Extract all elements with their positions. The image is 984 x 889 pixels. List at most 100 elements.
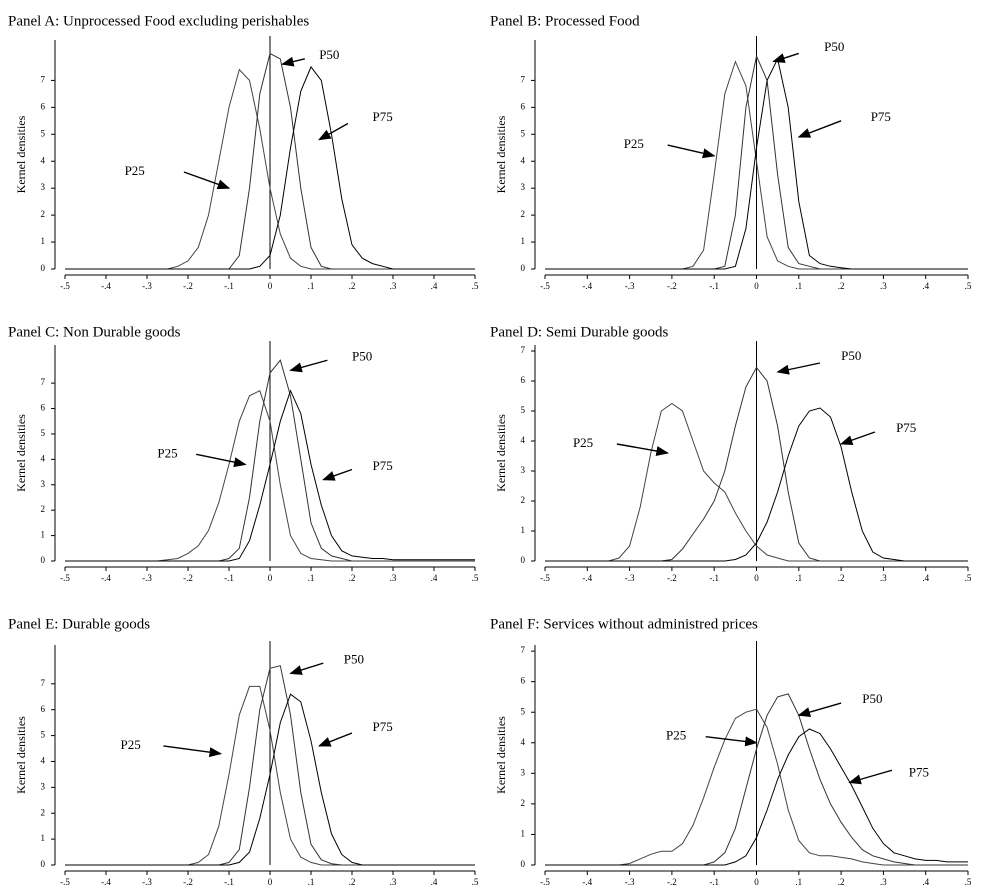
annotation-label: P75 <box>373 458 393 473</box>
annotation-label: P50 <box>344 652 364 667</box>
y-tick-label: 7 <box>521 74 526 84</box>
annotation-label: P50 <box>319 47 339 62</box>
y-tick-label: 6 <box>521 101 526 111</box>
y-tick-label: 2 <box>41 504 46 514</box>
y-tick-label: 2 <box>41 807 46 817</box>
annotation-label: P75 <box>373 109 393 124</box>
x-tick-label: .4 <box>922 877 929 887</box>
y-tick-label: 2 <box>41 209 46 219</box>
x-tick-label: .1 <box>308 573 315 583</box>
x-tick-label: .2 <box>838 877 845 887</box>
panel-title: Panel A: Unprocessed Food excluding peri… <box>8 13 309 29</box>
x-tick-label: -.3 <box>625 877 635 887</box>
x-tick-label: .2 <box>349 573 356 583</box>
x-tick-label: .3 <box>880 573 887 583</box>
x-tick-label: .5 <box>472 281 479 291</box>
y-axis-label: Kernel densities <box>14 716 28 794</box>
panel-title: Panel D: Semi Durable goods <box>490 324 668 340</box>
y-tick-label: 4 <box>41 155 46 165</box>
annotation-label: P50 <box>841 348 861 363</box>
x-tick-label: -.1 <box>709 573 719 583</box>
y-tick-label: 4 <box>521 155 526 165</box>
panel: Panel A: Unprocessed Food excluding peri… <box>8 13 479 291</box>
y-tick-label: 3 <box>521 182 526 192</box>
x-tick-label: -.1 <box>709 281 719 291</box>
x-tick-label: -.5 <box>540 281 550 291</box>
x-tick-label: -.2 <box>667 281 677 291</box>
annotation-arrow <box>289 662 324 675</box>
density-line <box>65 65 475 270</box>
y-tick-label: 7 <box>41 377 46 387</box>
x-tick-label: -.4 <box>582 573 592 583</box>
annotation-label: P25 <box>666 728 686 743</box>
x-tick-label: -.1 <box>709 877 719 887</box>
x-tick-label: .4 <box>431 573 438 583</box>
y-tick-label: 5 <box>521 128 526 138</box>
x-tick-label: -.2 <box>183 281 193 291</box>
x-tick-label: .2 <box>349 281 356 291</box>
panel-title: Panel C: Non Durable goods <box>8 324 181 340</box>
annotation-label: P25 <box>120 737 140 752</box>
y-tick-label: 3 <box>41 182 46 192</box>
x-tick-label: .3 <box>880 281 887 291</box>
x-tick-label: .2 <box>349 877 356 887</box>
x-tick-label: 0 <box>268 573 273 583</box>
x-tick-label: -.1 <box>224 877 234 887</box>
x-tick-label: .4 <box>431 877 438 887</box>
x-tick-label: -.1 <box>224 573 234 583</box>
annotation-label: P75 <box>896 420 916 435</box>
y-tick-label: 6 <box>521 676 526 686</box>
annotation-label: P25 <box>573 435 593 450</box>
annotation-label: P75 <box>373 719 393 734</box>
y-tick-label: 0 <box>521 555 526 565</box>
y-tick-label: 5 <box>41 730 46 740</box>
y-tick-label: 1 <box>521 525 526 535</box>
x-tick-label: .3 <box>390 573 397 583</box>
annotation-label: P50 <box>862 691 882 706</box>
density-line <box>545 728 968 866</box>
x-tick-label: .3 <box>390 877 397 887</box>
x-tick-label: .3 <box>390 281 397 291</box>
panel: Panel D: Semi Durable goods Kernel densit… <box>490 324 972 583</box>
x-tick-label: .3 <box>880 877 887 887</box>
y-tick-label: 0 <box>41 263 46 273</box>
x-tick-label: -.1 <box>224 281 234 291</box>
panel-title: Panel B: Processed Food <box>490 13 640 29</box>
x-tick-label: -.3 <box>142 573 152 583</box>
annotation-arrow <box>318 732 353 747</box>
x-tick-label: .4 <box>431 281 438 291</box>
y-axis-label: Kernel densities <box>14 115 28 193</box>
x-tick-label: -.3 <box>142 877 152 887</box>
x-tick-label: -.4 <box>101 281 111 291</box>
x-tick-label: 0 <box>268 281 273 291</box>
annotation-label: P25 <box>624 136 644 151</box>
y-tick-label: 5 <box>521 706 526 716</box>
x-tick-label: -.5 <box>540 573 550 583</box>
x-tick-label: .1 <box>308 877 315 887</box>
x-tick-label: .1 <box>795 281 802 291</box>
panel-title: Panel F: Services without administred pr… <box>490 616 758 632</box>
y-tick-label: 3 <box>521 767 526 777</box>
annotation-arrow <box>163 745 223 758</box>
x-tick-label: .2 <box>838 573 845 583</box>
x-tick-label: -.3 <box>625 281 635 291</box>
panel: Panel F: Services without administred pr… <box>490 616 972 887</box>
annotation-arrow <box>322 468 353 481</box>
y-tick-label: 4 <box>521 435 526 445</box>
annotation-arrow <box>705 735 758 747</box>
y-tick-label: 2 <box>521 798 526 808</box>
annotation-arrow <box>281 56 306 67</box>
y-tick-label: 7 <box>521 345 526 355</box>
y-tick-label: 0 <box>41 555 46 565</box>
annotation-label: P50 <box>352 349 372 364</box>
y-axis-label: Kernel densities <box>494 716 508 794</box>
annotation-arrow <box>776 362 821 375</box>
y-tick-label: 3 <box>41 479 46 489</box>
x-tick-label: -.5 <box>540 877 550 887</box>
y-tick-label: 1 <box>521 236 526 246</box>
y-axis-label: Kernel densities <box>494 115 508 193</box>
y-tick-label: 0 <box>41 859 46 869</box>
y-tick-label: 4 <box>521 737 526 747</box>
x-tick-label: -.5 <box>60 281 70 291</box>
y-tick-label: 2 <box>521 209 526 219</box>
